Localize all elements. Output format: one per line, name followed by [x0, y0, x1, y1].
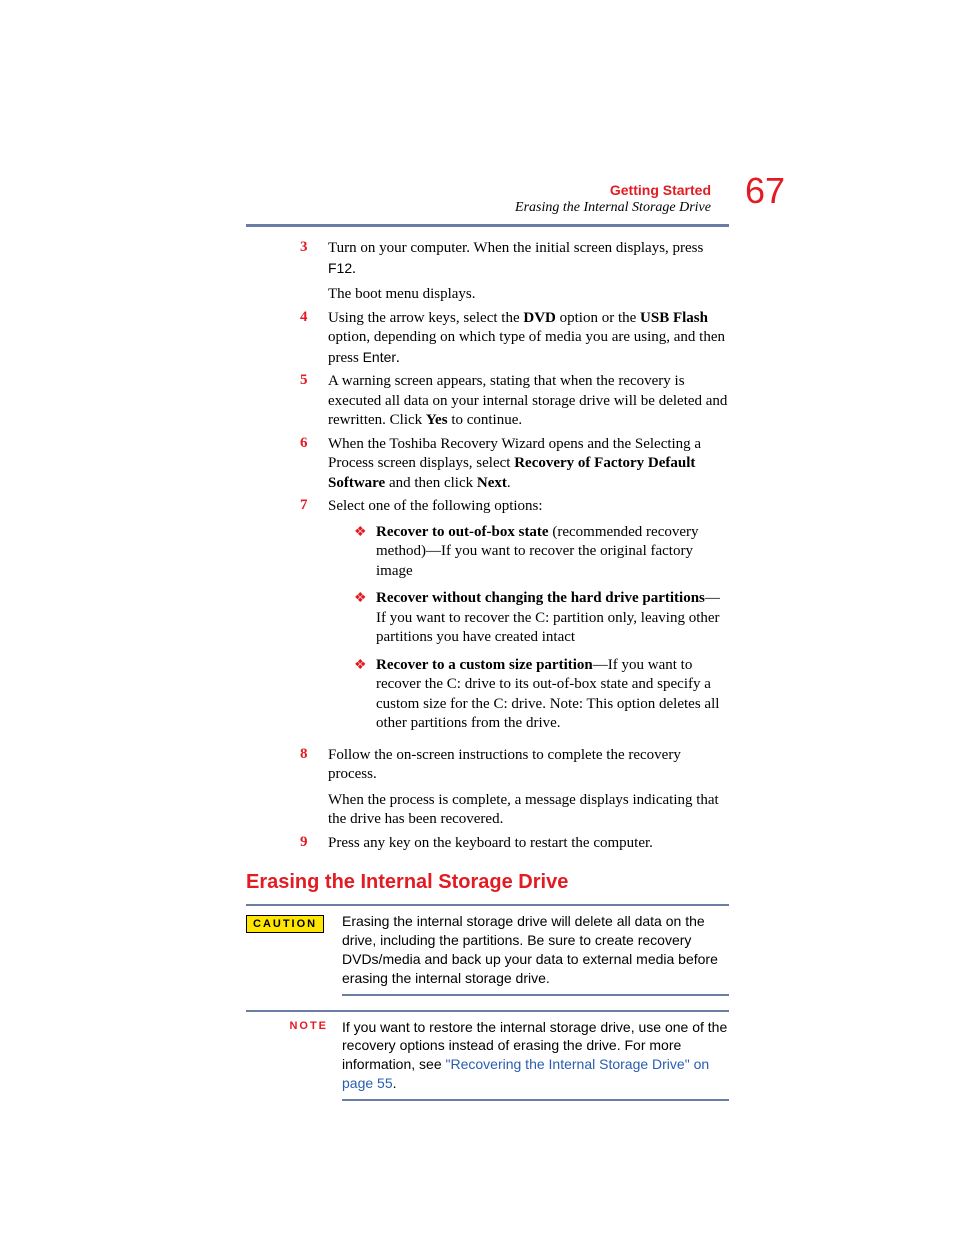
- bullet-list: ❖Recover to out-of-box state (recommende…: [328, 523, 729, 734]
- bullet-item: ❖Recover without changing the hard drive…: [354, 589, 729, 648]
- diamond-bullet-icon: ❖: [354, 589, 376, 648]
- step-item: 3Turn on your computer. When the initial…: [246, 239, 729, 305]
- step-number: 5: [246, 372, 328, 431]
- header-subtitle: Erasing the Internal Storage Drive: [515, 200, 711, 216]
- step-paragraph: Press any key on the keyboard to restart…: [328, 834, 729, 854]
- step-paragraph: Follow the on-screen instructions to com…: [328, 746, 729, 785]
- bullet-text: Recover to out-of-box state (recommended…: [376, 523, 729, 582]
- page-number: 67: [745, 170, 785, 212]
- bullet-text: Recover without changing the hard drive …: [376, 589, 729, 648]
- step-body: Select one of the following options:❖Rec…: [328, 497, 729, 742]
- callout-rule: [342, 994, 729, 996]
- page-header: Getting Started Erasing the Internal Sto…: [246, 180, 729, 216]
- caution-label: CAUTION: [246, 915, 324, 933]
- step-number: 9: [246, 834, 328, 854]
- step-number: 7: [246, 497, 328, 742]
- step-number: 6: [246, 435, 328, 494]
- step-body: Follow the on-screen instructions to com…: [328, 746, 729, 830]
- step-paragraph: When the Toshiba Recovery Wizard opens a…: [328, 435, 729, 494]
- step-item: 7Select one of the following options:❖Re…: [246, 497, 729, 742]
- step-body: Using the arrow keys, select the DVD opt…: [328, 309, 729, 369]
- step-paragraph: The boot menu displays.: [328, 285, 729, 305]
- step-number: 8: [246, 746, 328, 830]
- step-item: 9Press any key on the keyboard to restar…: [246, 834, 729, 854]
- step-paragraph: Select one of the following options:: [328, 497, 729, 517]
- note-label: NOTE: [246, 1020, 342, 1032]
- step-item: 8Follow the on-screen instructions to co…: [246, 746, 729, 830]
- step-item: 6When the Toshiba Recovery Wizard opens …: [246, 435, 729, 494]
- bullet-text: Recover to a custom size partition—If yo…: [376, 656, 729, 734]
- step-number: 3: [246, 239, 328, 305]
- step-item: 5A warning screen appears, stating that …: [246, 372, 729, 431]
- step-paragraph: Using the arrow keys, select the DVD opt…: [328, 309, 729, 369]
- step-paragraph: A warning screen appears, stating that w…: [328, 372, 729, 431]
- steps-list: 3Turn on your computer. When the initial…: [246, 239, 729, 853]
- step-item: 4Using the arrow keys, select the DVD op…: [246, 309, 729, 369]
- bullet-item: ❖Recover to out-of-box state (recommende…: [354, 523, 729, 582]
- step-body: When the Toshiba Recovery Wizard opens a…: [328, 435, 729, 494]
- header-rule: [246, 224, 729, 227]
- callout-rule: [342, 1099, 729, 1101]
- step-body: Turn on your computer. When the initial …: [328, 239, 729, 305]
- page: Getting Started Erasing the Internal Sto…: [0, 0, 954, 1175]
- note-text-after: .: [393, 1075, 397, 1091]
- note-text: If you want to restore the internal stor…: [342, 1018, 729, 1094]
- step-paragraph: When the process is complete, a message …: [328, 791, 729, 830]
- section-heading: Erasing the Internal Storage Drive: [246, 871, 729, 894]
- bullet-item: ❖Recover to a custom size partition—If y…: [354, 656, 729, 734]
- step-body: A warning screen appears, stating that w…: [328, 372, 729, 431]
- step-body: Press any key on the keyboard to restart…: [328, 834, 729, 854]
- note-callout: NOTE If you want to restore the internal…: [246, 1010, 729, 1102]
- diamond-bullet-icon: ❖: [354, 523, 376, 582]
- step-number: 4: [246, 309, 328, 369]
- caution-text: Erasing the internal storage drive will …: [342, 912, 729, 988]
- caution-callout: CAUTION Erasing the internal storage dri…: [246, 904, 729, 996]
- step-paragraph: Turn on your computer. When the initial …: [328, 239, 729, 279]
- diamond-bullet-icon: ❖: [354, 656, 376, 734]
- chapter-title: Getting Started: [610, 182, 711, 198]
